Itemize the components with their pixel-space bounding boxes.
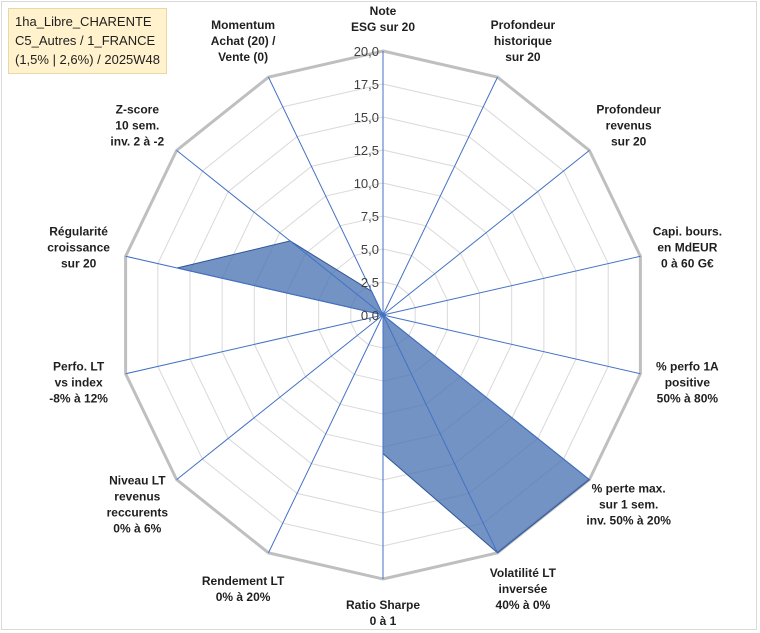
axis-label-line: revenus xyxy=(114,490,160,504)
info-box: 1ha_Libre_CHARENTE C5_Autres / 1_FRANCE … xyxy=(8,8,168,74)
info-line-3: (1,5% | 2,6%) / 2025W48 xyxy=(15,52,161,67)
axis-label-line: Régularité xyxy=(49,224,108,238)
axis-label-line: Ratio Sharpe xyxy=(346,598,420,612)
axis-label-line: Profondeur xyxy=(596,102,661,116)
axis-label: Ratio Sharpe 0 à 1 xyxy=(346,598,420,628)
info-line-2: C5_Autres / 1_FRANCE xyxy=(15,33,156,48)
axis-spoke xyxy=(125,255,384,316)
axis-label-line: historique xyxy=(494,34,552,48)
axis-label-line: sur 1 sem. xyxy=(599,498,658,512)
axis-spoke xyxy=(176,150,384,316)
tick-label: 5,0 xyxy=(361,242,379,257)
axis-label-line: ESG sur 20 xyxy=(351,20,415,34)
axis-label-line: Achat (20) / xyxy=(211,34,276,48)
axis-label: Z-score 10 sem. inv. 2 à -2 xyxy=(110,102,164,148)
tick-label: 10,0 xyxy=(354,176,379,191)
axis-label-line: en MdEUR xyxy=(657,240,717,254)
axis-spoke xyxy=(382,76,498,316)
axis-label: % perfo 1A positive 50% à 80% xyxy=(656,360,719,406)
axis-label-line: 0% à 20% xyxy=(216,590,271,604)
axis-labels: Note ESG sur 20 Profondeur historique sur 20… xyxy=(47,4,722,628)
axis-label: Rendement LT 0% à 20% xyxy=(202,574,285,604)
axis-label-line: sur 20 xyxy=(61,256,97,270)
axis-label-line: % perte max. xyxy=(592,482,666,496)
axis-label-line: croissance xyxy=(47,240,110,254)
axis-spoke xyxy=(268,314,384,554)
axis-spoke xyxy=(382,150,590,316)
axis-label-line: 10 sem. xyxy=(115,118,159,132)
axis-spoke xyxy=(268,76,384,316)
axis-label-line: Rendement LT xyxy=(202,574,285,588)
axis-label: Volatilité LT inversée 40% à 0% xyxy=(490,566,557,612)
axis-label-line: 0% à 6% xyxy=(113,522,161,536)
tick-label: 15,0 xyxy=(354,110,379,125)
axis-label-line: % perfo 1A xyxy=(656,360,719,374)
axis-label: Perfo. LT vs index -8% à 12% xyxy=(49,360,108,406)
axis-spoke xyxy=(176,314,384,480)
axis-label-line: revenus xyxy=(606,118,652,132)
axis-label-line: Volatilité LT xyxy=(490,566,557,580)
axis-label: Régularité croissance sur 20 xyxy=(47,224,110,270)
axis-label-line: Profondeur xyxy=(491,18,556,32)
tick-label: 0,0 xyxy=(361,308,379,323)
axis-label-line: reccurents xyxy=(107,506,169,520)
axis-label-line: 0 à 60 G€ xyxy=(661,256,714,270)
axis-label: Profondeur historique sur 20 xyxy=(491,18,556,64)
axis-label-line: Niveau LT xyxy=(109,474,166,488)
axis-label-line: Perfo. LT xyxy=(53,360,105,374)
axis-spoke xyxy=(382,314,641,375)
axis-spoke xyxy=(125,314,384,375)
axis-label: % perte max. sur 1 sem. inv. 50% à 20% xyxy=(586,482,671,528)
radar-spokes xyxy=(125,51,641,579)
info-line-1: 1ha_Libre_CHARENTE xyxy=(15,14,152,29)
axis-spoke xyxy=(382,314,498,554)
axis-label: Capi. bours. en MdEUR 0 à 60 G€ xyxy=(653,224,722,270)
tick-label: 2,5 xyxy=(361,275,379,290)
axis-label-line: inv. 50% à 20% xyxy=(586,514,671,528)
axis-label: Momentum Achat (20) / Vente (0) xyxy=(211,18,276,64)
axis-label-line: inversée xyxy=(499,582,548,596)
axis-label: Note ESG sur 20 xyxy=(351,4,415,34)
axis-spoke xyxy=(382,255,641,316)
axis-label-line: sur 20 xyxy=(505,50,541,64)
axis-label-line: positive xyxy=(665,376,711,390)
axis-spoke xyxy=(382,314,590,480)
axis-label-line: sur 20 xyxy=(611,134,647,148)
axis-label-line: Capi. bours. xyxy=(653,224,722,238)
tick-label: 7,5 xyxy=(361,209,379,224)
axis-label-line: inv. 2 à -2 xyxy=(110,134,164,148)
axis-label-line: 0 à 1 xyxy=(370,614,397,628)
axis-label-line: vs index xyxy=(55,376,103,390)
axis-label-line: Vente (0) xyxy=(218,50,268,64)
tick-label: 12,5 xyxy=(354,143,379,158)
axis-label-line: 50% à 80% xyxy=(657,392,719,406)
axis-label: Niveau LT revenus reccurents 0% à 6% xyxy=(107,474,169,536)
axis-label-line: -8% à 12% xyxy=(49,392,108,406)
tick-label: 17,5 xyxy=(354,77,379,92)
axis-label-line: Z-score xyxy=(116,102,160,116)
tick-label: 20,0 xyxy=(354,44,379,59)
radial-tick-labels: 0,0 2,5 5,0 7,5 10,0 12,5 15,0 17,5 20,0 xyxy=(354,44,379,323)
axis-label-line: Note xyxy=(370,4,397,18)
axis-label-line: 40% à 0% xyxy=(496,598,551,612)
axis-label-line: Momentum xyxy=(211,18,275,32)
axis-label: Profondeur revenus sur 20 xyxy=(596,102,661,148)
